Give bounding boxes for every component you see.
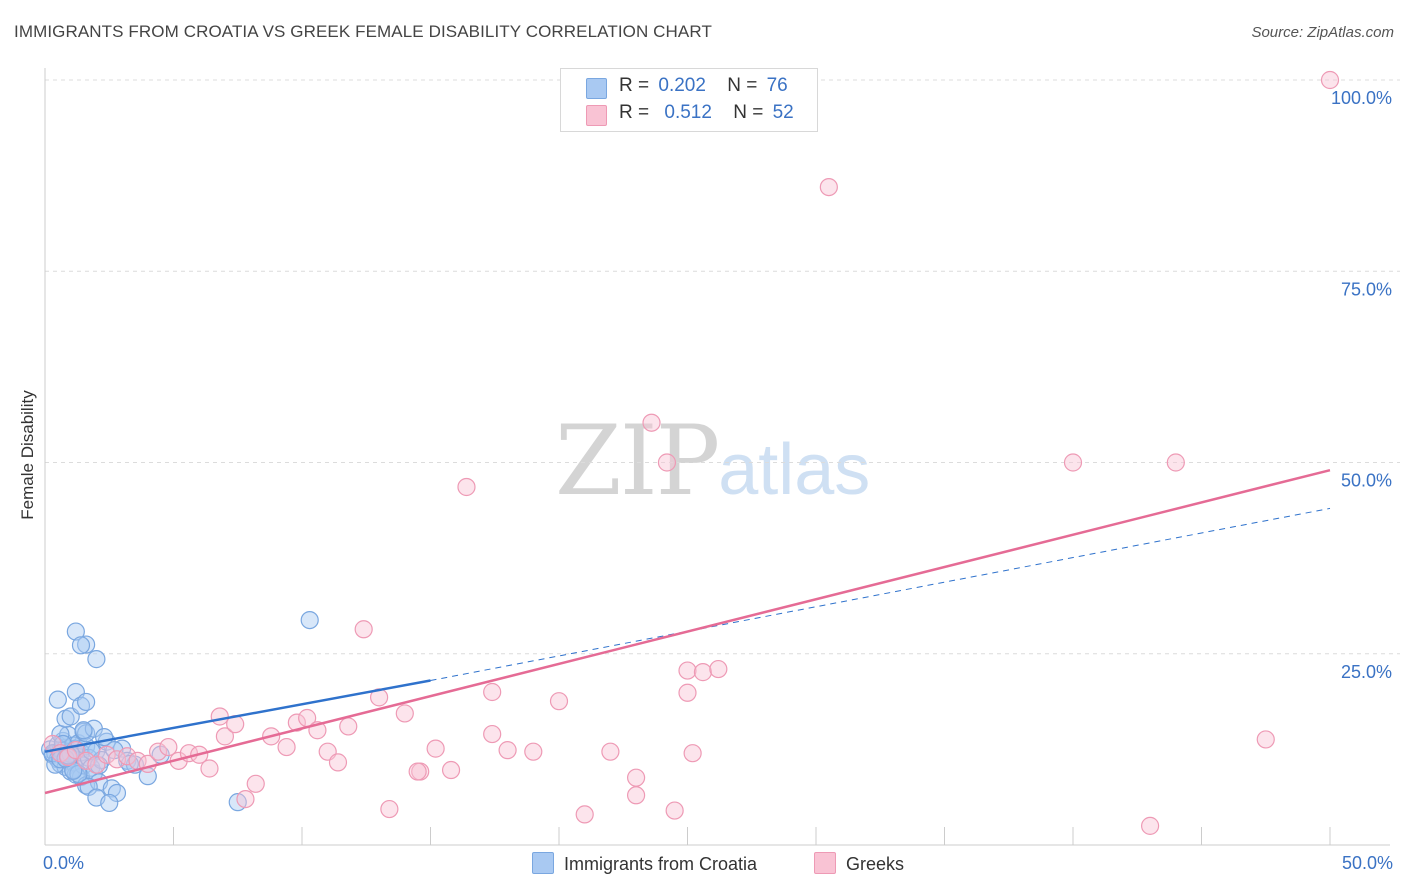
series-1 [43,70,1340,835]
point-1-50 [1063,453,1083,472]
point-0-70 [77,692,96,712]
point-1-52 [1140,816,1160,835]
y-tick-label-1: 75.0% [1341,279,1392,299]
point-1-36 [441,760,461,780]
legend-swatch-greeks [586,105,607,126]
point-0-72 [300,610,319,630]
x-tick-label-min: 0.0% [43,853,84,873]
series-0 [41,610,319,813]
point-1-7 [107,750,127,769]
bottom-legend-greeks: Greeks [814,852,904,875]
point-1-37 [457,477,476,497]
point-1-29 [339,717,358,736]
point-1-6 [97,745,116,764]
bottom-legend-croatia: Immigrants from Croatia [532,852,757,875]
legend-r-label: R = [619,75,650,96]
legend-swatch-croatia [586,78,607,99]
point-1-42 [575,805,594,824]
tick-labels: 100.0% 75.0% 50.0% 25.0% 0.0% 50.0% [43,88,1393,873]
point-1-30 [354,620,373,639]
point-1-46 [657,453,677,472]
point-1-48 [693,663,713,682]
trend-extension-0 [430,507,1331,682]
point-0-35 [107,783,127,803]
point-1-21 [246,774,265,793]
legend-n-label: N = [727,75,758,96]
point-0-65 [77,635,96,654]
grid-lines [45,79,1400,655]
trend-line-1 [44,468,1331,795]
point-1-43 [601,742,620,761]
point-1-61 [683,744,702,763]
watermark: ZIPatlas [555,405,870,517]
chart-title: IMMIGRANTS FROM CROATIA VS GREEK FEMALE … [14,22,712,41]
bottom-legend-swatch-greeks [814,852,836,874]
point-1-28 [328,753,348,772]
legend-n-value-croatia: 76 [766,75,788,96]
y-tick-label-2: 50.0% [1341,471,1392,491]
point-1-49 [709,659,728,679]
point-1-23 [277,737,296,757]
point-1-59 [665,801,684,820]
data-points [41,70,1340,835]
axes [44,68,1390,846]
point-0-69 [71,636,91,655]
trend-lines [44,468,1331,795]
point-1-53 [819,178,838,197]
source-label: Source: ZipAtlas.com [1251,24,1394,41]
point-1-17 [210,707,229,726]
point-1-47 [678,661,697,680]
point-1-58 [626,768,646,787]
legend: R = 0.202 N = 76 R = 0.512 N = 52 [560,68,818,132]
point-0-56 [100,793,119,813]
point-1-41 [549,692,569,711]
point-1-35 [426,739,445,758]
legend-n-label: N = [733,102,764,123]
point-1-16 [200,759,219,778]
bottom-legend-label-greeks: Greeks [846,854,905,874]
legend-r-value-greeks: 0.512 [664,102,712,123]
point-0-64 [66,622,85,641]
point-1-44 [626,786,646,805]
point-0-50 [48,690,67,709]
point-1-51 [1256,730,1275,749]
point-1-24 [287,713,306,732]
bottom-legend-label-croatia: Immigrants from Croatia [564,854,758,874]
point-1-12 [159,737,178,757]
point-0-68 [87,650,106,669]
point-1-8 [118,747,137,766]
y-tick-label-3: 25.0% [1341,662,1392,682]
y-tick-label-0: 100.0% [1331,88,1392,108]
point-1-45 [642,413,661,432]
point-1-18 [215,727,234,746]
point-1-55 [1166,453,1185,472]
point-1-38 [483,724,502,744]
watermark-zip: ZIP [555,405,720,517]
point-1-20 [236,789,255,809]
point-1-4 [77,751,96,770]
legend-n-value-greeks: 52 [772,102,794,123]
point-1-40 [524,742,543,761]
point-1-39 [498,741,517,760]
point-1-11 [148,742,168,761]
x-tick-label-max: 50.0% [1342,853,1393,873]
point-1-33 [395,704,414,723]
trend-line-0 [44,679,431,753]
legend-r-label: R = [619,102,650,123]
bottom-legend-swatch-croatia [532,852,554,874]
point-0-59 [74,721,93,740]
point-1-60 [678,683,697,702]
watermark-atlas: atlas [718,430,871,510]
point-1-32 [380,799,399,819]
legend-r-value-croatia: 0.202 [658,75,706,96]
point-1-56 [483,682,502,702]
point-1-54 [1320,70,1340,90]
point-1-57 [408,762,427,781]
